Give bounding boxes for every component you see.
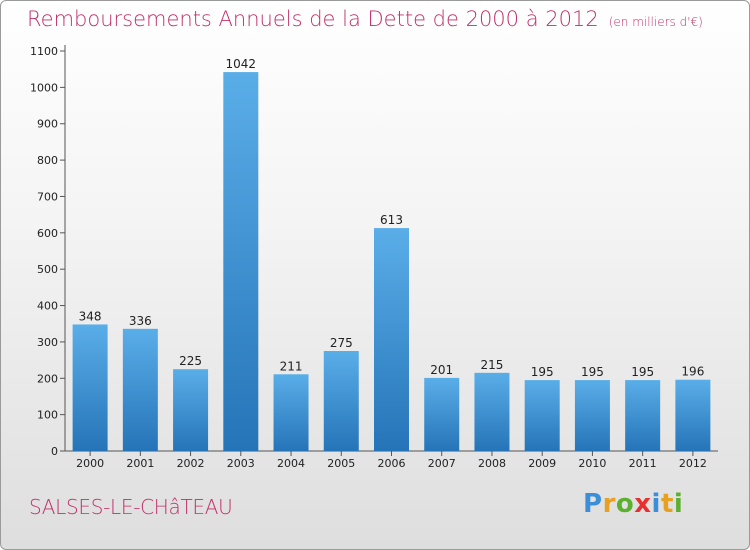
- logo-letter: i: [673, 489, 684, 519]
- x-tick-label: 2005: [327, 457, 355, 470]
- bar: [173, 369, 209, 451]
- logo-letter: t: [660, 489, 674, 519]
- bar: [424, 377, 460, 451]
- labels: 2000 348 2001 336 2002 225 2003 1042 2004 211 2005…: [76, 57, 707, 470]
- data-label: 211: [280, 359, 303, 373]
- bars: [72, 72, 711, 451]
- data-label: 225: [179, 354, 202, 368]
- data-label: 201: [430, 363, 453, 377]
- proxiti-logo: Proxiti: [583, 489, 683, 519]
- logo-letter: P: [583, 489, 603, 519]
- x-tick-label: 2001: [126, 457, 154, 470]
- data-label: 196: [681, 365, 704, 379]
- x-tick-label: 2010: [578, 457, 606, 470]
- y-tick-label: 700: [37, 190, 58, 203]
- y-tick-label: 100: [37, 409, 58, 422]
- data-label: 195: [631, 365, 654, 379]
- logo-letter: x: [634, 489, 652, 519]
- x-tick-label: 2007: [428, 457, 456, 470]
- city-name: SALSES-LE-CHâTEAU: [29, 495, 233, 519]
- x-tick-label: 2006: [378, 457, 406, 470]
- bar: [574, 380, 610, 451]
- data-label: 195: [581, 365, 604, 379]
- data-label: 336: [129, 314, 152, 328]
- bar: [72, 324, 108, 451]
- y-tick-label: 400: [37, 300, 58, 313]
- x-tick-label: 2008: [478, 457, 506, 470]
- x-tick-label: 2009: [528, 457, 556, 470]
- y-tick-label: 200: [37, 372, 58, 385]
- bar: [474, 372, 510, 451]
- bar: [122, 328, 158, 451]
- bar: [524, 380, 560, 451]
- bar: [223, 72, 259, 451]
- bar: [323, 351, 359, 451]
- y-tick-label: 800: [37, 154, 58, 167]
- logo-letter: r: [602, 489, 616, 519]
- x-tick-label: 2004: [277, 457, 305, 470]
- bar: [374, 228, 409, 451]
- bar: [625, 380, 661, 451]
- chart-subtitle: (en milliers d'€): [608, 15, 703, 29]
- x-tick-label: 2003: [227, 457, 255, 470]
- data-label: 613: [380, 213, 403, 227]
- chart-title: Remboursements Annuels de la Dette de 20…: [27, 7, 703, 31]
- chart-title-text: Remboursements Annuels de la Dette de 20…: [27, 7, 599, 31]
- x-tick-label: 2011: [629, 457, 657, 470]
- x-tick-label: 2002: [177, 457, 205, 470]
- bar: [273, 374, 309, 451]
- x-tick-label: 2000: [76, 457, 104, 470]
- y-tick-label: 0: [51, 445, 58, 458]
- x-tick-label: 2012: [679, 457, 707, 470]
- data-label: 195: [531, 365, 554, 379]
- logo-letter: o: [615, 489, 635, 519]
- y-tick-label: 900: [37, 118, 58, 131]
- y-tick-label: 300: [37, 336, 58, 349]
- y-tick-label: 1100: [30, 45, 58, 58]
- data-label: 215: [481, 358, 504, 372]
- data-label: 1042: [226, 57, 257, 71]
- y-tick-label: 500: [37, 263, 58, 276]
- data-label: 275: [330, 336, 353, 350]
- y-tick-label: 600: [37, 227, 58, 240]
- logo-letter: i: [651, 489, 661, 519]
- bar: [675, 379, 711, 451]
- y-tick-label: 1000: [30, 81, 58, 94]
- data-label: 348: [79, 309, 102, 323]
